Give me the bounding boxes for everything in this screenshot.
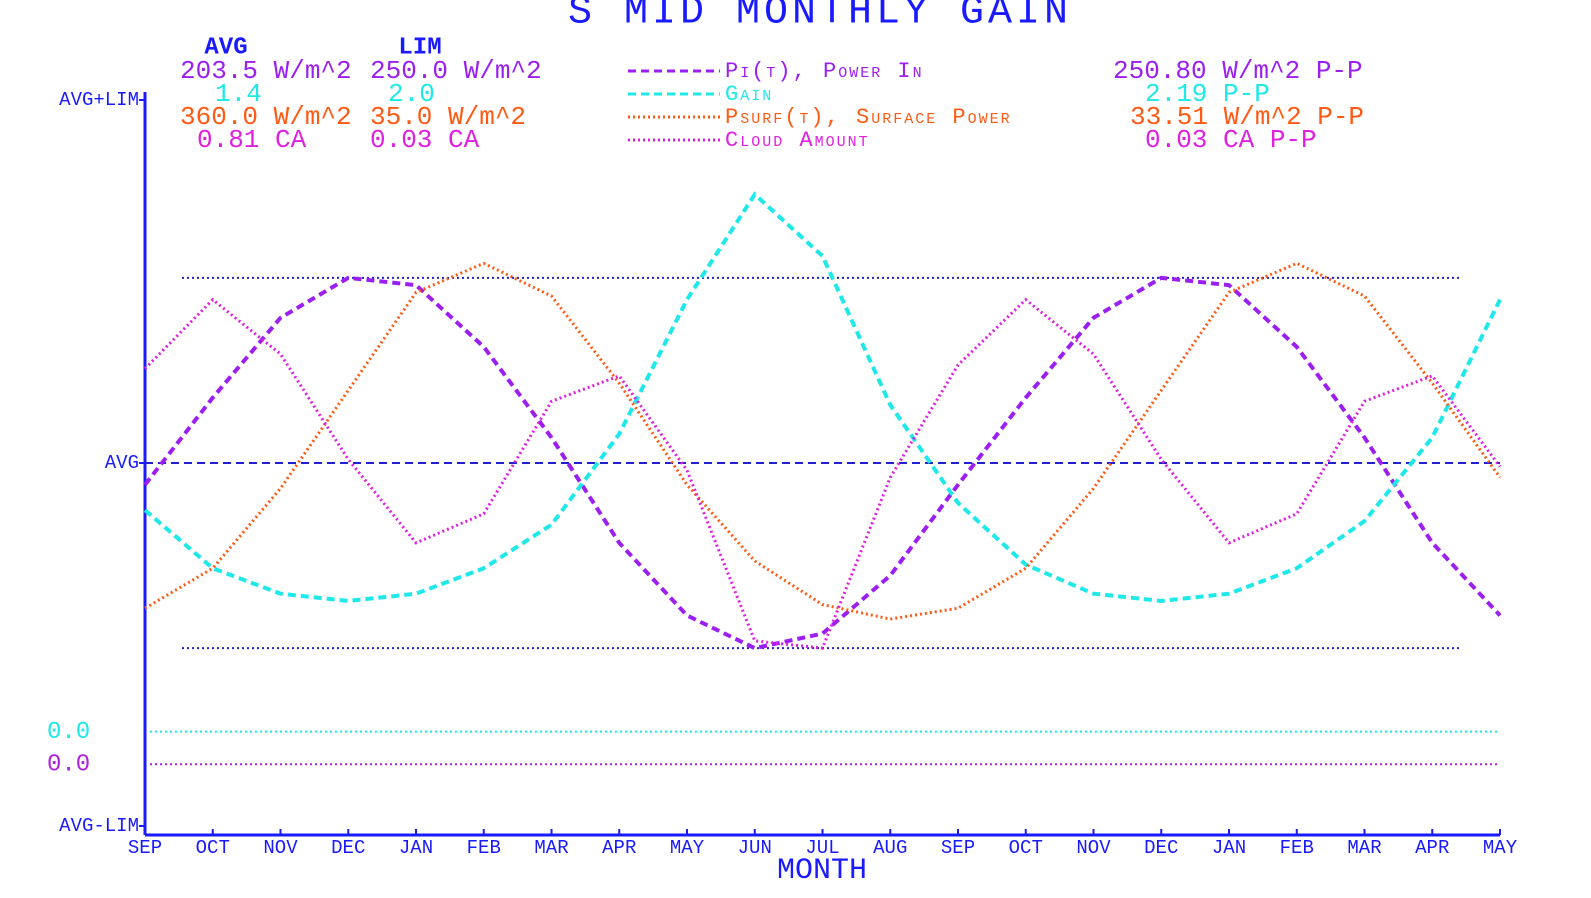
x-tick-label: NOV bbox=[263, 837, 298, 859]
series-line bbox=[143, 297, 1502, 650]
avg-value: 1.4 bbox=[215, 79, 262, 109]
reference-label: 0.0 bbox=[47, 719, 90, 746]
x-tick-label: APR bbox=[1415, 837, 1449, 859]
lim-value: 250.0 W/m^2 bbox=[370, 56, 542, 86]
x-tick-label: OCT bbox=[196, 837, 230, 859]
y-tick-label: AVG+LIM bbox=[59, 89, 139, 111]
avg-value: 203.5 W/m^2 bbox=[180, 56, 352, 86]
x-tick-label: SEP bbox=[128, 837, 162, 859]
y-tick-label: AVG-LIM bbox=[59, 815, 139, 837]
x-tick-label: JUN bbox=[738, 837, 772, 859]
x-tick-label: APR bbox=[602, 837, 636, 859]
x-tick-label: JAN bbox=[1212, 837, 1246, 859]
peak-to-peak: 250.80 W/m^2 P-P bbox=[1113, 56, 1363, 86]
x-tick-label: JUL bbox=[805, 837, 839, 859]
lim-value: 2.0 bbox=[388, 79, 435, 109]
x-tick-label: DEC bbox=[331, 837, 365, 859]
x-tick-label: MAY bbox=[670, 837, 705, 859]
legend-label: Pi(t), Power In bbox=[725, 59, 924, 84]
x-tick-label: NOV bbox=[1076, 837, 1111, 859]
y-tick-label: AVG bbox=[105, 452, 139, 474]
series-line bbox=[144, 261, 1502, 621]
x-tick-label: MAR bbox=[1347, 837, 1381, 859]
series-line bbox=[143, 191, 1502, 603]
x-tick-label: FEB bbox=[467, 837, 501, 859]
series-line bbox=[143, 275, 1502, 651]
legend-label: Psurf(t), Surface Power bbox=[725, 105, 1012, 130]
legend-label: Cloud Amount bbox=[725, 128, 870, 153]
lim-value: 0.03 CA bbox=[370, 125, 480, 155]
peak-to-peak: 0.03 CA P-P bbox=[1145, 125, 1317, 155]
avg-value: 0.81 CA bbox=[197, 125, 307, 155]
x-tick-label: JAN bbox=[399, 837, 433, 859]
x-tick-label: AUG bbox=[873, 837, 907, 859]
x-axis-label: MONTH bbox=[777, 854, 867, 888]
avg-value: 360.0 W/m^2 bbox=[180, 102, 352, 132]
lim-header: LIM bbox=[398, 34, 441, 61]
lim-value: 35.0 W/m^2 bbox=[370, 102, 526, 132]
chart-title: S MID MONTHLY GAIN bbox=[568, 0, 1072, 36]
reference-label: 0.0 bbox=[47, 752, 90, 779]
x-tick-label: MAR bbox=[534, 837, 568, 859]
x-tick-label: OCT bbox=[1009, 837, 1043, 859]
x-tick-label: SEP bbox=[941, 837, 975, 859]
x-tick-label: FEB bbox=[1280, 837, 1314, 859]
legend-label: Gain bbox=[725, 82, 773, 107]
x-tick-label: DEC bbox=[1144, 837, 1178, 859]
avg-header: AVG bbox=[204, 34, 247, 61]
peak-to-peak: 33.51 W/m^2 P-P bbox=[1130, 102, 1364, 132]
peak-to-peak: 2.19 P-P bbox=[1145, 79, 1270, 109]
x-tick-label: MAY bbox=[1483, 837, 1518, 859]
